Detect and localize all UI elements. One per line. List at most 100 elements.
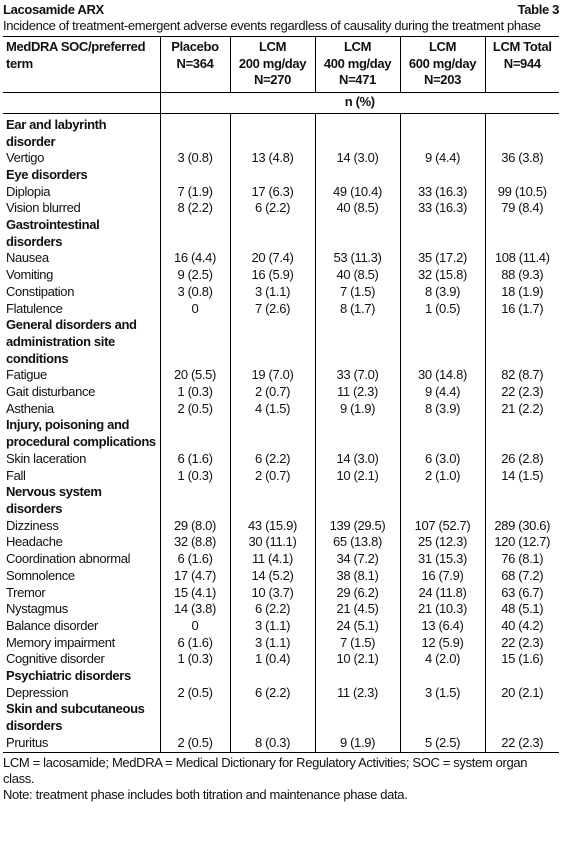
table: MedDRA SOC/preferred term Placebo N=364 LCM 2… (3, 36, 559, 753)
section-name: Gastrointestinal disorders (6, 217, 100, 249)
cell: 2 (0.5) (159, 684, 230, 702)
term: Flatulence (6, 300, 63, 316)
column-header: LCM 200 mg/day N=270 (229, 36, 315, 94)
term: Pruritus (6, 734, 48, 750)
cell: 8 (0.3) (229, 734, 315, 753)
cell: 29 (6.2) (314, 584, 400, 602)
column-header: LCM Total N=944 (484, 36, 559, 94)
term: Constipation (6, 283, 75, 299)
cell: 48 (5.1) (484, 601, 559, 618)
cell: 5 (2.5) (399, 734, 485, 753)
data-row: Nausea 16 (4.4) 20 (7.4) 53 (11.3) 35 (17.2)… (3, 250, 559, 268)
cell: 14 (3.0) (314, 450, 400, 468)
data-row: Vomiting 9 (2.5) 16 (5.9) 40 (8.5) 32 (15.8)… (3, 267, 559, 284)
cell: 8 (2.2) (159, 200, 230, 218)
cell: 53 (11.3) (314, 250, 400, 268)
header-line: LCM (428, 39, 457, 54)
cell (3, 92, 160, 114)
cell: 6 (3.0) (399, 450, 485, 468)
column-header: MedDRA SOC/preferred term (3, 36, 160, 94)
cell: 6 (2.2) (229, 684, 315, 702)
section-name: Psychiatric disorders (6, 668, 131, 684)
header-line: 200 mg/day (238, 55, 307, 71)
cell: 0 (159, 617, 230, 635)
cell: 6 (2.2) (229, 200, 315, 218)
cell: 2 (0.7) (229, 467, 315, 485)
cell: 30 (11.1) (229, 534, 315, 552)
cell (159, 166, 230, 184)
cell (314, 484, 400, 518)
cell: 108 (11.4) (484, 250, 559, 268)
cell: 7 (1.5) (314, 283, 400, 301)
cell (314, 113, 400, 151)
cell: 21 (4.5) (314, 601, 400, 618)
section-name: Injury, poisoning and procedural complic… (6, 417, 156, 450)
section-name: Skin and subcutaneous disorders (6, 701, 145, 734)
header-line: N=944 (503, 55, 541, 71)
cell (399, 166, 485, 184)
header-line: 600 mg/day (408, 55, 477, 71)
cell: 40 (4.2) (484, 617, 559, 635)
table-body: Ear and labyrinth disorder Vertigo 3 (0.8)… (3, 113, 559, 753)
cell: 26 (2.8) (484, 450, 559, 468)
cell: 8 (1.7) (314, 300, 400, 318)
cell: 10 (2.1) (314, 467, 400, 485)
cell: 99 (10.5) (484, 183, 559, 201)
cell (229, 417, 315, 451)
cell: 14 (5.2) (229, 567, 315, 585)
cell (229, 217, 315, 251)
cell (399, 484, 485, 518)
cell (314, 701, 400, 735)
cell: 3 (1.1) (229, 283, 315, 301)
header-line: N=203 (424, 72, 461, 88)
term: Asthenia (6, 400, 54, 416)
cell (399, 113, 485, 151)
header-row: MedDRA SOC/preferred term Placebo N=364 LCM 2… (3, 36, 559, 94)
cell: 15 (4.1) (159, 584, 230, 602)
cell: 107 (52.7) (399, 517, 485, 535)
cell: 7 (1.5) (314, 634, 400, 652)
cell (159, 417, 230, 451)
footnotes: LCM = lacosamide; MedDRA = Medical Dicti… (3, 755, 559, 803)
cell: 2 (0.5) (159, 400, 230, 418)
term: Skin laceration (6, 450, 87, 466)
cell: 49 (10.4) (314, 183, 400, 201)
header-line: N=471 (339, 72, 376, 88)
cell: 6 (1.6) (159, 634, 230, 652)
term: Somnolence (6, 567, 75, 583)
cell (314, 317, 400, 368)
cell: 3 (0.8) (159, 150, 230, 167)
cell: 2 (0.5) (159, 734, 230, 753)
term: Cognitive disorder (6, 651, 105, 667)
cell: 68 (7.2) (484, 567, 559, 585)
section-name: Ear and labyrinth disorder (6, 116, 107, 149)
cell: 32 (15.8) (399, 267, 485, 284)
title-bar: Lacosamide ARX Table 3 (3, 2, 559, 18)
term: Vision blurred (6, 200, 81, 216)
header-line: LCM (343, 39, 372, 54)
cell: 0 (159, 300, 230, 318)
data-row: Diplopia 7 (1.9) 17 (6.3) 49 (10.4) 33 (16.3… (3, 183, 559, 201)
header-line: LCM Total (492, 39, 552, 54)
section-row: Nervous system disorders (3, 484, 559, 518)
cell: 22 (2.3) (484, 384, 559, 401)
data-row: Flatulence 0 7 (2.6) 8 (1.7) 1 (0.5) 16 (1.7) (3, 300, 559, 318)
column-header: LCM 400 mg/day N=471 (314, 36, 400, 94)
term: Coordination abnormal (6, 551, 131, 567)
cell: 9 (4.4) (399, 384, 485, 401)
cell: 7 (2.6) (229, 300, 315, 318)
data-row: Somnolence 17 (4.7) 14 (5.2) 38 (8.1) 16 (7.… (3, 567, 559, 585)
cell: 43 (15.9) (229, 517, 315, 535)
cell (159, 668, 230, 685)
term: Fall (6, 467, 26, 483)
cell: 38 (8.1) (314, 567, 400, 585)
cell (314, 217, 400, 251)
term: Balance disorder (6, 617, 98, 633)
caption: Incidence of treatment-emergent adverse … (3, 18, 541, 33)
term: Fatigue (6, 367, 47, 383)
term: Vomiting (6, 267, 54, 283)
data-row: Vertigo 3 (0.8) 13 (4.8) 14 (3.0) 9 (4.4) 36 … (3, 150, 559, 167)
section-row: Skin and subcutaneous disorders (3, 701, 559, 735)
cell: 29 (8.0) (159, 517, 230, 535)
data-row: Asthenia 2 (0.5) 4 (1.5) 9 (1.9) 8 (3.9) 21 (… (3, 400, 559, 418)
